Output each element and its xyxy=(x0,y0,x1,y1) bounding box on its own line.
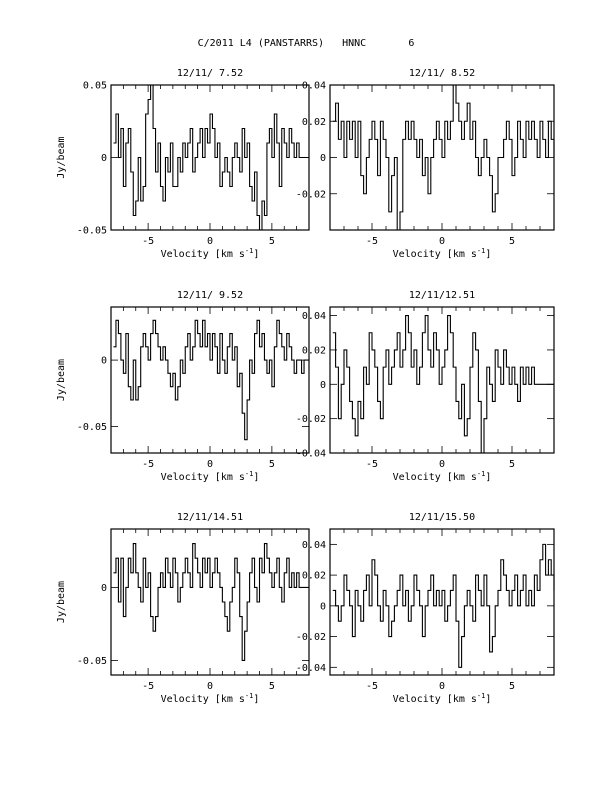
y-tick-label: -0.05 xyxy=(77,226,107,237)
y-tick-label: -0.05 xyxy=(77,422,107,433)
chart-title: 12/11/ 7.52 xyxy=(177,68,243,79)
x-tick-label: 5 xyxy=(269,459,275,470)
x-axis-label: Velocity [km s-1] xyxy=(161,470,260,483)
y-tick-label: 0.04 xyxy=(302,81,326,92)
x-tick-label: 0 xyxy=(439,236,445,247)
spectrum-line xyxy=(332,543,555,668)
y-axis-label: Jy/beam xyxy=(56,136,67,178)
y-tick-label: 0.04 xyxy=(302,540,326,551)
x-tick-label: -5 xyxy=(366,681,378,692)
x-tick-label: -5 xyxy=(142,459,154,470)
x-tick-label: 0 xyxy=(207,459,213,470)
x-tick-label: -5 xyxy=(142,236,154,247)
x-axis-label: Velocity [km s-1] xyxy=(161,692,260,705)
y-tick-label: 0.02 xyxy=(302,117,326,128)
spectrum-line xyxy=(113,84,309,231)
spectrum-line xyxy=(113,319,309,441)
x-tick-label: 0 xyxy=(207,236,213,247)
y-tick-label: -0.04 xyxy=(296,449,326,460)
x-tick-label: 0 xyxy=(439,681,445,692)
chart-panel-2: 12/11/ 8.52 -5 0 5 -0.02 0 0.02 0.04 Velocity [k… xyxy=(296,68,555,260)
chart-panel-1: 12/11/ 7.52 -5 0 5 -0.05 0 0.05 Velocity [km s-… xyxy=(56,68,310,260)
y-tick-label: 0.02 xyxy=(302,345,326,356)
x-axis-label: Velocity [km s-1] xyxy=(393,692,492,705)
y-tick-label: -0.02 xyxy=(296,632,326,643)
y-axis-label: Jy/beam xyxy=(56,581,67,623)
x-tick-label: 5 xyxy=(269,681,275,692)
chart-title: 12/11/ 9.52 xyxy=(177,290,243,301)
y-tick-label: 0 xyxy=(320,153,326,164)
chart-panel-4: 12/11/12.51 -5 0 5 -0.04 -0.02 0 0.02 0.04 Veloci… xyxy=(296,290,555,483)
x-tick-label: 5 xyxy=(509,459,515,470)
chart-title: 12/11/14.51 xyxy=(177,512,243,523)
x-tick-label: 0 xyxy=(439,459,445,470)
x-tick-label: -5 xyxy=(366,459,378,470)
spectrum-line xyxy=(332,315,554,454)
y-tick-label: 0.05 xyxy=(83,81,107,92)
x-axis-label: Velocity [km s-1] xyxy=(393,470,492,483)
y-tick-label: 0 xyxy=(320,380,326,391)
x-tick-label: -5 xyxy=(366,236,378,247)
chart-panel-6: 12/11/15.50 -5 0 5 -0.04 -0.02 0 0.02 0.04 Veloci… xyxy=(296,512,555,705)
y-tick-label: 0 xyxy=(101,583,107,594)
x-tick-label: -5 xyxy=(142,681,154,692)
spectrum-line xyxy=(113,543,309,661)
chart-title: 12/11/15.50 xyxy=(409,512,475,523)
x-tick-label: 5 xyxy=(509,236,515,247)
chart-title: 12/11/ 8.52 xyxy=(409,68,475,79)
y-axis-label: Jy/beam xyxy=(56,359,67,401)
y-tick-label: 0 xyxy=(101,153,107,164)
x-tick-label: 0 xyxy=(207,681,213,692)
y-tick-label: 0 xyxy=(101,356,107,367)
y-tick-label: -0.04 xyxy=(296,663,326,674)
y-tick-label: 0.04 xyxy=(302,311,326,322)
x-tick-label: 5 xyxy=(509,681,515,692)
y-tick-label: -0.02 xyxy=(296,414,326,425)
chart-title: 12/11/12.51 xyxy=(409,290,475,301)
y-tick-label: 0 xyxy=(320,601,326,612)
page-title: C/2011 L4 (PANSTARRS) HNNC 6 xyxy=(197,38,415,49)
y-tick-label: -0.05 xyxy=(77,656,107,667)
spectrum-line xyxy=(332,84,555,231)
y-tick-label: 0.02 xyxy=(302,571,326,582)
x-axis-label: Velocity [km s-1] xyxy=(393,247,492,260)
x-tick-label: 5 xyxy=(269,236,275,247)
y-tick-label: -0.02 xyxy=(296,189,326,200)
x-axis-label: Velocity [km s-1] xyxy=(161,247,260,260)
